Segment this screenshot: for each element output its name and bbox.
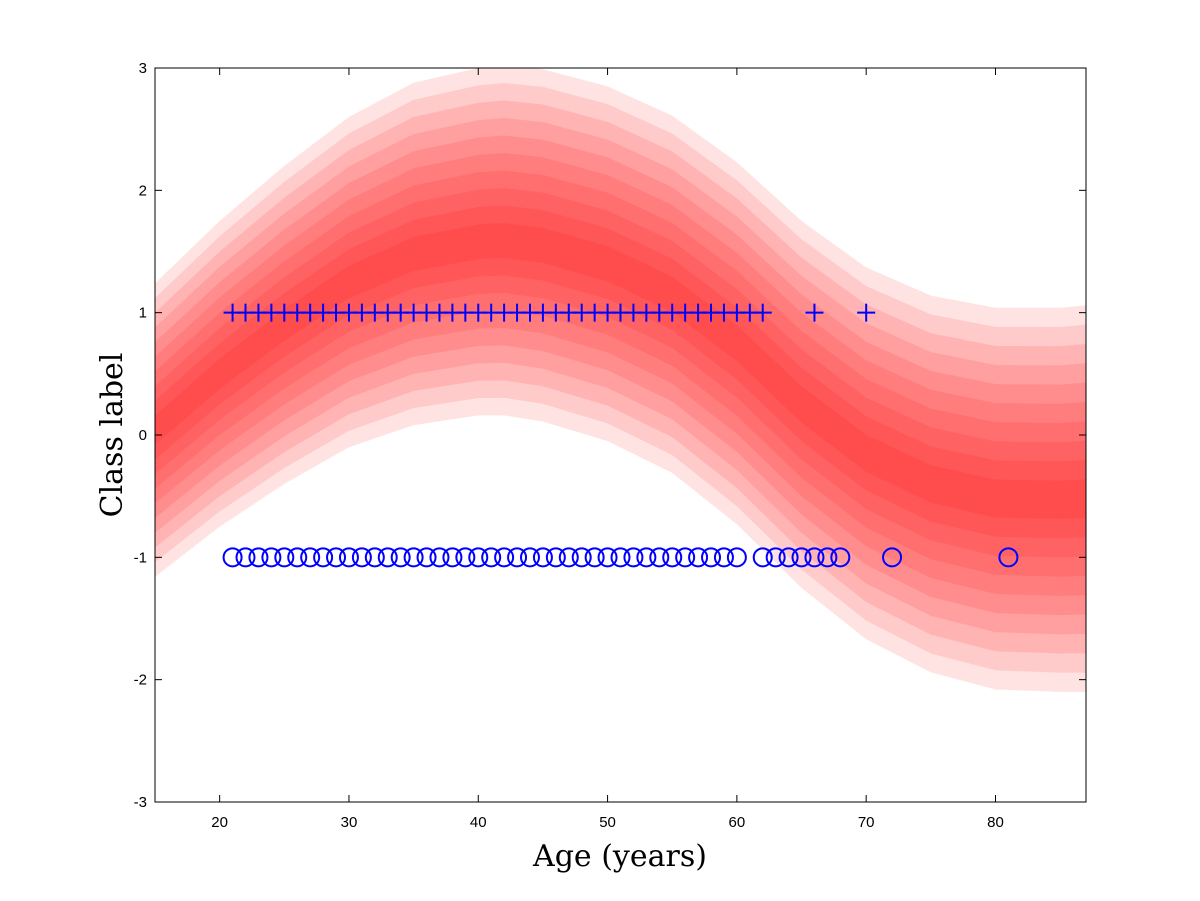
y-tick-label: -3	[134, 794, 147, 811]
circle-marker	[532, 547, 553, 568]
circle-marker	[675, 547, 696, 568]
circle-marker	[545, 547, 566, 568]
circle-marker	[791, 547, 812, 568]
y-tick-label: -1	[134, 549, 147, 566]
circle-marker	[804, 547, 825, 568]
circle-marker	[830, 547, 851, 568]
circle-marker	[442, 547, 463, 568]
circle-marker	[662, 547, 683, 568]
circle-marker	[882, 547, 903, 568]
circle-marker	[261, 547, 282, 568]
x-tick-label: 60	[729, 814, 746, 831]
x-tick-label: 40	[470, 814, 487, 831]
band-level-4	[155, 170, 1086, 577]
circle-marker	[300, 547, 321, 568]
x-tick-label: 50	[599, 814, 616, 831]
circle-marker	[468, 547, 489, 568]
circle-marker	[701, 547, 722, 568]
band-level-2	[155, 205, 1086, 539]
circle-marker	[610, 547, 631, 568]
band-level-5	[155, 153, 1086, 596]
predictive-band	[155, 68, 1086, 692]
circle-marker	[326, 547, 347, 568]
circle-marker	[998, 547, 1019, 568]
circle-marker	[597, 547, 618, 568]
circle-marker	[519, 547, 540, 568]
circle-marker	[623, 547, 644, 568]
band-level-1	[155, 223, 1086, 519]
x-tick-label: 20	[211, 814, 228, 831]
data-points	[222, 303, 1019, 568]
circle-marker	[364, 547, 385, 568]
circle-marker	[429, 547, 450, 568]
circle-marker	[649, 547, 670, 568]
circle-marker	[752, 547, 773, 568]
circle-marker	[494, 547, 515, 568]
circle-marker	[726, 547, 747, 568]
circle-marker	[248, 547, 269, 568]
circle-marker	[235, 547, 256, 568]
band-level-9	[155, 83, 1086, 673]
y-axis-label: Class label	[95, 353, 130, 518]
circle-marker	[351, 547, 372, 568]
circle-marker	[377, 547, 398, 568]
band-level-10	[155, 68, 1086, 692]
plus-marker	[805, 303, 824, 322]
band-level-8	[155, 100, 1086, 654]
circle-marker	[338, 547, 359, 568]
circle-marker	[481, 547, 502, 568]
circle-marker	[287, 547, 308, 568]
circle-marker	[688, 547, 709, 568]
y-tick-label: -2	[134, 672, 147, 689]
band-level-3	[155, 188, 1086, 558]
y-tick-label: 2	[139, 182, 147, 199]
x-tick-label: 80	[987, 814, 1004, 831]
circle-marker	[713, 547, 734, 568]
x-tick-label: 70	[858, 814, 875, 831]
circle-marker	[222, 547, 243, 568]
circle-marker	[390, 547, 411, 568]
plus-marker	[753, 303, 772, 322]
y-tick-label: 0	[139, 427, 147, 444]
circle-marker	[558, 547, 579, 568]
circle-marker	[507, 547, 528, 568]
circle-marker	[817, 547, 838, 568]
circle-marker	[584, 547, 605, 568]
circle-marker	[274, 547, 295, 568]
circle-marker	[571, 547, 592, 568]
x-tick-label: 30	[341, 814, 358, 831]
x-axis-label: Age (years)	[532, 839, 707, 874]
band-level-6	[155, 135, 1086, 616]
circle-marker	[416, 547, 437, 568]
circle-marker	[778, 547, 799, 568]
plus-marker	[857, 303, 876, 322]
y-tick-label: 3	[139, 60, 147, 77]
axis-ticks: 20 30 40 50 60 70 80 -3 -2 -1 0 1 2 3	[134, 60, 1086, 831]
circle-marker	[636, 547, 657, 568]
circle-marker	[313, 547, 334, 568]
y-tick-label: 1	[139, 305, 147, 322]
circle-marker	[455, 547, 476, 568]
circle-marker	[403, 547, 424, 568]
circle-marker	[765, 547, 786, 568]
band-level-7	[155, 118, 1086, 635]
